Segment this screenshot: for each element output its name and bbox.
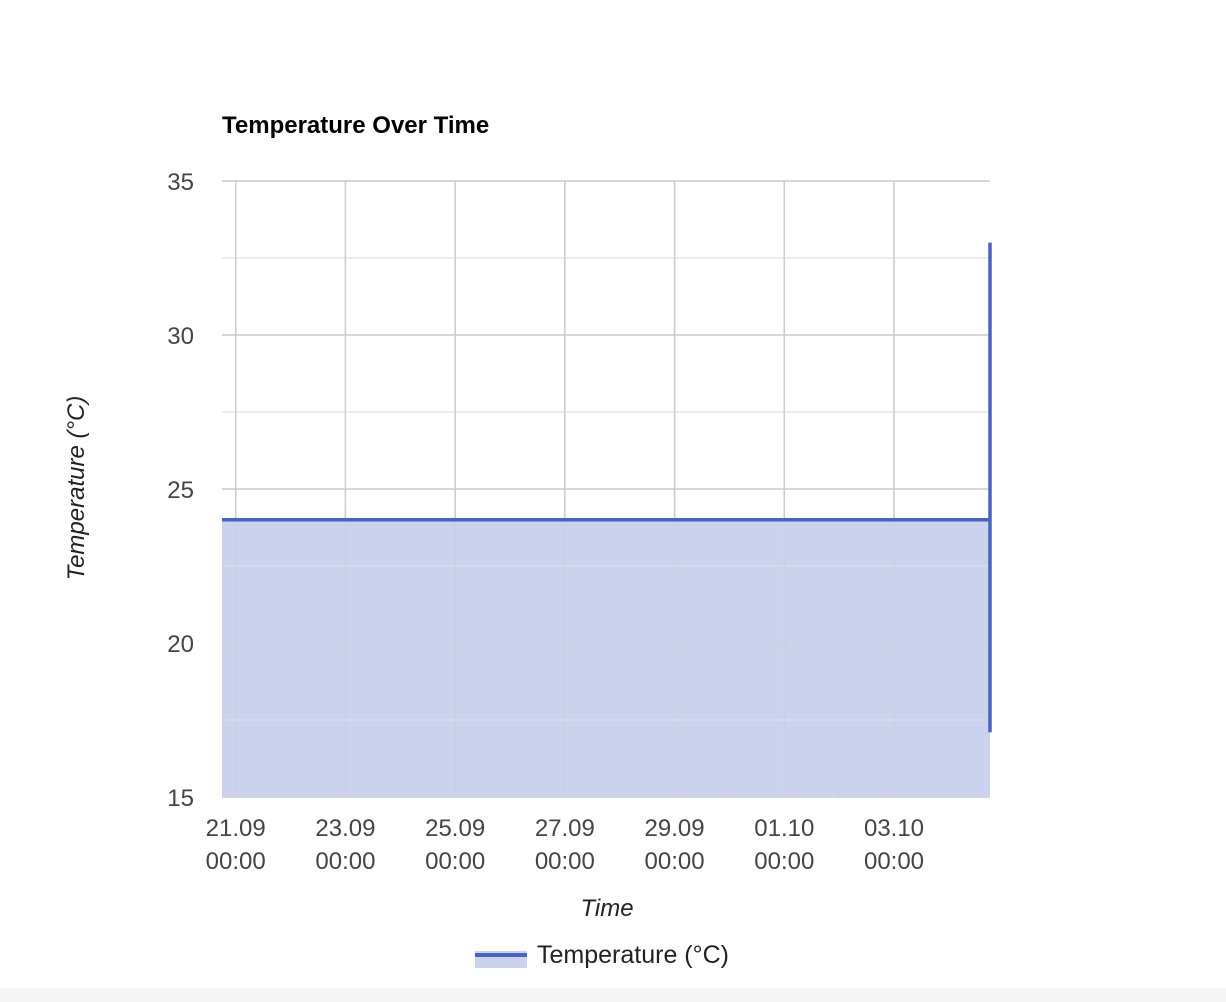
area-fill	[222, 519, 990, 797]
x-tick-label: 27.09	[535, 815, 595, 842]
line-layer	[222, 242, 992, 733]
legend-label: Temperature (°C)	[537, 941, 729, 969]
x-tick-label: 00:00	[645, 848, 705, 875]
y-axis-title: Temperature (°C)	[63, 396, 90, 581]
x-tick-label: 00:00	[864, 848, 924, 875]
x-axis-title: Time	[580, 895, 633, 922]
x-tick-label: 25.09	[425, 815, 485, 842]
legend[interactable]: Temperature (°C)	[475, 941, 729, 969]
x-tick-label: 23.09	[315, 815, 375, 842]
area-fill-layer	[222, 180, 990, 798]
x-tick-label: 03.10	[864, 815, 924, 842]
temperature-series-line	[222, 242, 992, 733]
y-tick-label: 35	[167, 169, 194, 196]
x-tick-label: 00:00	[535, 848, 595, 875]
x-tick-label: 00:00	[754, 848, 814, 875]
y-tick-label: 25	[167, 477, 194, 504]
x-tick-label: 00:00	[425, 848, 485, 875]
page-bottom-strip	[0, 988, 1226, 1002]
x-tick-label: 01.10	[754, 815, 814, 842]
axis-layer: 21.09 00:00 23.09 00:00 25.09 00:00 27.09 00:00…	[167, 169, 924, 875]
x-tick-label: 00:00	[315, 848, 375, 875]
x-tick-label: 00:00	[206, 848, 266, 875]
x-tick-label: 29.09	[645, 815, 705, 842]
chart-title: Temperature Over Time	[222, 112, 489, 139]
x-tick-label: 21.09	[206, 815, 266, 842]
y-tick-label: 20	[167, 631, 194, 658]
y-tick-label: 30	[167, 323, 194, 350]
y-tick-label: 15	[167, 785, 194, 812]
